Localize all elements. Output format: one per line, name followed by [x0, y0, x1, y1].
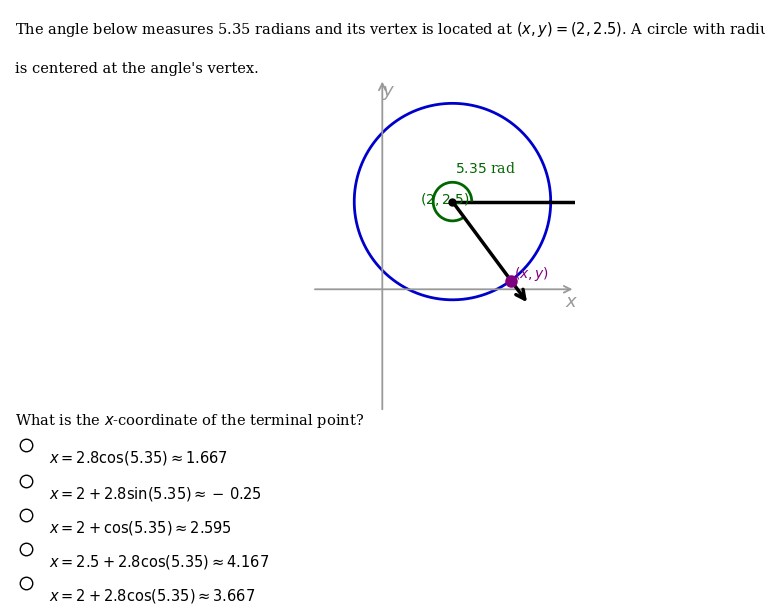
Text: $x = 2.5 + 2.8\cos(5.35) \approx 4.167$: $x = 2.5 + 2.8\cos(5.35) \approx 4.167$ [49, 553, 269, 571]
Text: What is the $x$-coordinate of the terminal point?: What is the $x$-coordinate of the termin… [15, 412, 364, 430]
Text: $y$: $y$ [382, 84, 396, 102]
Text: $x = 2.8\cos(5.35) \approx 1.667$: $x = 2.8\cos(5.35) \approx 1.667$ [49, 449, 228, 467]
Text: $x = 2 + \cos(5.35) \approx 2.595$: $x = 2 + \cos(5.35) \approx 2.595$ [49, 519, 232, 537]
Text: $(2, 2.5)$: $(2, 2.5)$ [420, 191, 470, 208]
Text: The angle below measures 5.35 radians and its vertex is located at $(x, y) = (2,: The angle below measures 5.35 radians an… [15, 20, 765, 39]
Text: is centered at the angle's vertex.: is centered at the angle's vertex. [15, 62, 259, 76]
Text: $x = 2 + 2.8\cos(5.35) \approx 3.667$: $x = 2 + 2.8\cos(5.35) \approx 3.667$ [49, 587, 256, 605]
Text: $5.35$ rad: $5.35$ rad [455, 161, 516, 176]
Text: $x$: $x$ [565, 293, 578, 310]
Text: $(x, y)$: $(x, y)$ [514, 265, 549, 283]
Text: $x = 2 + 2.8\sin(5.35) \approx -\,0.25$: $x = 2 + 2.8\sin(5.35) \approx -\,0.25$ [49, 485, 262, 503]
